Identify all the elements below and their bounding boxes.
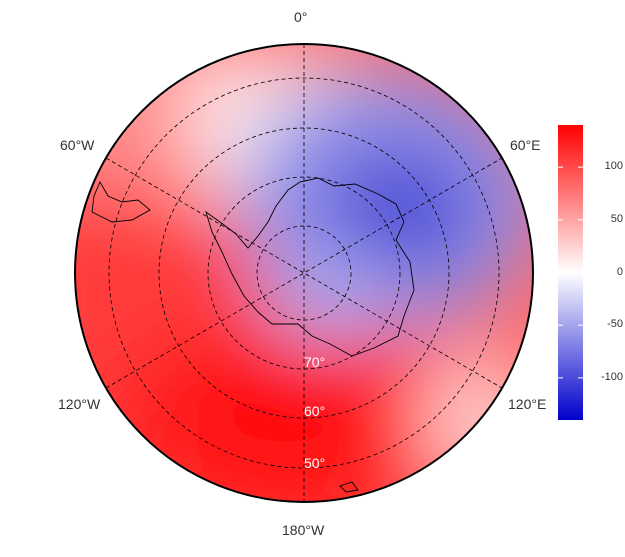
meridian-label-120e: 120°E — [508, 396, 547, 412]
meridian-label-60w: 60°W — [60, 137, 95, 153]
south-america-coastline — [91, 180, 151, 223]
colorbar-tick-label: -100 — [600, 370, 623, 383]
antarctica-coastline — [205, 177, 415, 357]
latitude-label-60: 60° — [304, 403, 326, 419]
meridian-label-120w: 120°W — [58, 396, 101, 412]
graticule — [105, 44, 503, 502]
meridian-label-0: 0° — [294, 9, 308, 25]
colorbar-tick-label: 100 — [604, 160, 623, 173]
colorbar-ticks — [558, 166, 583, 379]
colorbar-tick-label: 0 — [616, 265, 623, 278]
latitude-label-70: 70° — [304, 354, 326, 370]
meridian-label-180w: 180°W — [282, 522, 325, 538]
colorbar-tick-label: 50 — [610, 212, 623, 225]
map-boundary — [74, 43, 534, 503]
sub-antarctic-islands — [339, 481, 359, 493]
coastlines — [91, 177, 415, 493]
anomaly-field — [75, 44, 533, 502]
colorbar-tick-label: -50 — [607, 318, 623, 331]
latitude-label-50: 50° — [304, 455, 326, 471]
meridian-label-60e: 60°E — [510, 137, 541, 153]
